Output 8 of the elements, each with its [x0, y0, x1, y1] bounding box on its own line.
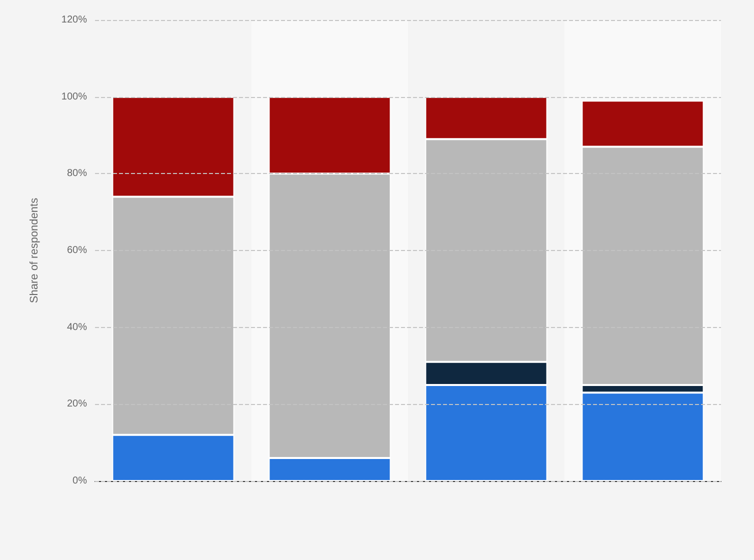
- y-tick-label: 60%: [66, 245, 88, 256]
- y-tick-label: 0%: [72, 476, 88, 486]
- y-axis-title: Share of respondents: [28, 197, 40, 304]
- y-tick-label: 20%: [66, 398, 88, 410]
- y-tick-label: 40%: [66, 322, 88, 333]
- y-tick-label: 100%: [61, 91, 88, 102]
- y-tick-label: 120%: [61, 14, 88, 26]
- y-tick-label: 80%: [66, 168, 88, 180]
